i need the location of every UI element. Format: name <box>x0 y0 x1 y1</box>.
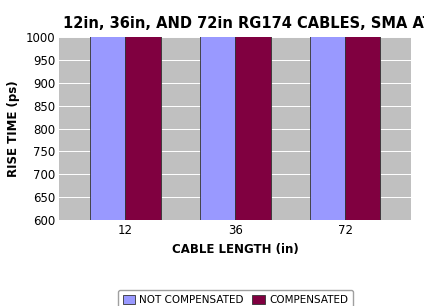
Bar <box>200 0 235 220</box>
X-axis label: CABLE LENGTH (in): CABLE LENGTH (in) <box>172 243 298 256</box>
Bar <box>126 0 161 220</box>
Bar <box>235 0 271 220</box>
Bar <box>345 0 380 220</box>
Bar <box>90 0 126 220</box>
Text: 12in, 36in, AND 72in RG174 CABLES, SMA AT BOTH ENDS: 12in, 36in, AND 72in RG174 CABLES, SMA A… <box>63 17 424 32</box>
Legend: NOT COMPENSATED, COMPENSATED: NOT COMPENSATED, COMPENSATED <box>117 290 353 306</box>
Bar <box>310 0 345 220</box>
Y-axis label: RISE TIME (ps): RISE TIME (ps) <box>7 80 20 177</box>
